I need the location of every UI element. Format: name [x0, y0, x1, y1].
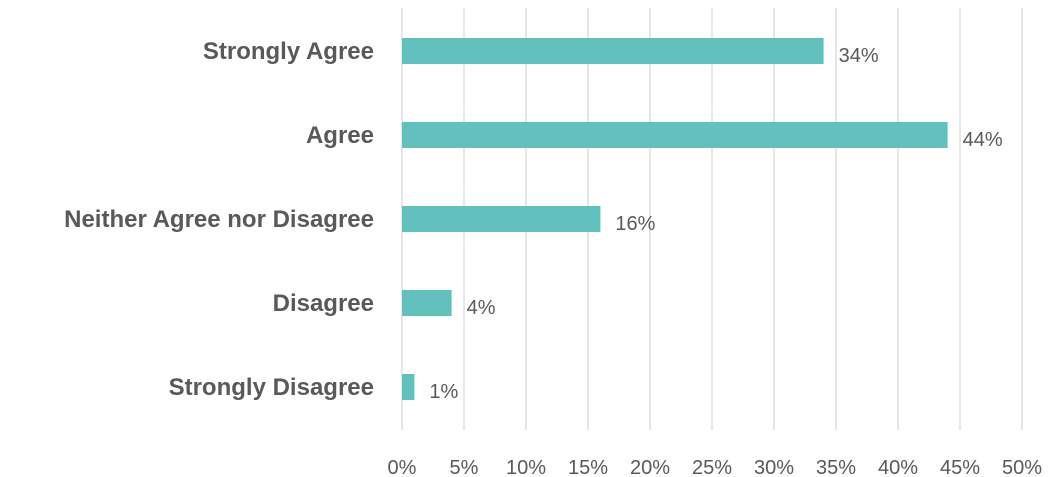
x-tick-label: 50% — [1002, 457, 1042, 477]
x-tick-label: 25% — [692, 457, 732, 477]
data-label: 16% — [615, 213, 655, 235]
category-labels: Strongly Agree Agree Neither Agree nor Dis… — [64, 38, 374, 401]
data-label: 4% — [467, 297, 496, 319]
category-label: Neither Agree nor Disagree — [64, 206, 374, 233]
data-label: 34% — [839, 45, 879, 67]
category-label: Agree — [306, 122, 374, 149]
x-tick-label: 40% — [878, 457, 918, 477]
bar — [402, 206, 601, 232]
data-label: 44% — [963, 129, 1003, 151]
gridlines — [401, 8, 1023, 430]
x-tick-label: 45% — [940, 457, 980, 477]
data-label: 1% — [429, 381, 458, 403]
x-tick-label: 35% — [816, 457, 856, 477]
value-labels: 34% 44% 16% 4% 1% — [429, 45, 1002, 403]
category-label: Strongly Agree — [203, 38, 374, 65]
bar — [402, 38, 824, 64]
x-tick-label: 10% — [506, 457, 546, 477]
x-tick-label: 0% — [388, 457, 417, 477]
x-tick-label: 20% — [630, 457, 670, 477]
x-tick-label: 15% — [568, 457, 608, 477]
bar — [402, 290, 452, 316]
x-tick-label: 30% — [754, 457, 794, 477]
x-tick-label: 5% — [450, 457, 479, 477]
bar — [402, 374, 415, 400]
category-label: Strongly Disagree — [169, 374, 374, 401]
x-axis-ticks: 0% 5% 10% 15% 20% 25% 30% 35% 40% 45% 50% — [388, 457, 1043, 477]
bars — [402, 38, 948, 400]
bar — [402, 122, 948, 148]
category-label: Disagree — [273, 290, 374, 317]
